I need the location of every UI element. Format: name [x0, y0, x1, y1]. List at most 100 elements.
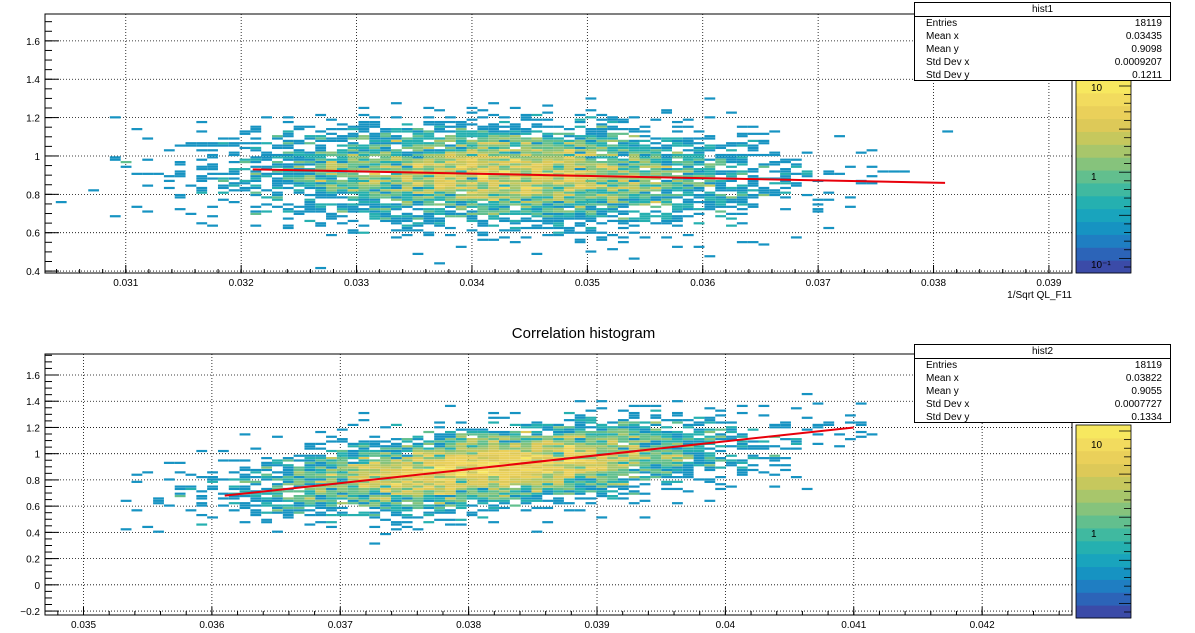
heatmap-bin — [380, 142, 391, 145]
heatmap-bin — [455, 132, 467, 135]
heatmap-bin — [380, 208, 391, 211]
heatmap-bin — [499, 499, 510, 502]
heatmap-bin — [272, 191, 283, 194]
heatmap-bin — [390, 165, 402, 168]
heatmap-bin — [834, 172, 845, 175]
heatmap-bin — [553, 478, 564, 481]
heatmap-bin — [520, 151, 532, 154]
heatmap-bin — [715, 179, 727, 183]
heatmap-bin — [499, 459, 510, 462]
heatmap-bin — [607, 184, 618, 187]
fit-line — [252, 168, 946, 184]
y-tick-label: 0.4 — [26, 267, 40, 278]
heatmap-bin — [412, 490, 424, 493]
heatmap-bin — [596, 400, 608, 403]
heatmap-bin — [628, 116, 640, 119]
heatmap-bin — [293, 212, 305, 215]
heatmap-bin — [574, 163, 586, 166]
heatmap-bin — [585, 137, 597, 140]
heatmap-bin — [272, 478, 283, 481]
heatmap-bin — [585, 449, 597, 453]
heatmap-bin — [250, 471, 262, 474]
heatmap-bin — [769, 457, 781, 460]
heatmap-bin — [434, 139, 445, 142]
heatmap-bin — [423, 478, 435, 481]
heatmap-bin — [434, 196, 445, 199]
heatmap-bin — [412, 459, 424, 462]
heatmap-bin — [423, 449, 435, 453]
heatmap-bin — [466, 106, 478, 110]
heatmap-bin — [444, 189, 456, 192]
heatmap-bin — [617, 487, 629, 491]
heatmap-bin — [336, 513, 348, 517]
heatmap-bin — [217, 172, 229, 175]
heatmap-bin — [401, 205, 413, 208]
heatmap-bin — [250, 146, 262, 150]
heatmap-bin — [239, 168, 251, 171]
heatmap-bin — [596, 212, 608, 215]
heatmap-bin — [455, 177, 467, 180]
heatmap-bin — [390, 506, 402, 510]
heatmap-bin — [693, 142, 705, 145]
heatmap-bin — [369, 445, 381, 448]
heatmap-bin — [380, 205, 391, 208]
heatmap-bin — [466, 438, 478, 441]
heatmap-bin — [423, 490, 435, 493]
heatmap-bin — [358, 160, 370, 164]
heatmap-bin — [607, 468, 618, 472]
heatmap-bin — [531, 153, 543, 157]
heatmap-bin — [617, 139, 629, 142]
heatmap-bin — [553, 447, 564, 450]
heatmap-bin — [520, 445, 532, 448]
heatmap-bin — [326, 184, 337, 187]
heatmap-bin — [639, 212, 651, 215]
heatmap-bin — [758, 163, 770, 166]
heatmap-bin — [315, 447, 327, 450]
heatmap-bin — [390, 528, 402, 531]
heatmap-bin — [423, 497, 435, 500]
heatmap-bin — [574, 442, 586, 445]
heatmap-bin — [563, 442, 575, 445]
heatmap-bin — [563, 430, 575, 434]
heatmap-bin — [326, 168, 337, 171]
heatmap-bin — [347, 132, 359, 135]
heatmap-bin — [574, 165, 586, 168]
heatmap-bin — [596, 466, 608, 469]
heatmap-bin — [412, 497, 424, 500]
heatmap-bin — [747, 149, 759, 152]
heatmap-bin — [726, 426, 737, 429]
heatmap-bin — [509, 179, 521, 183]
heatmap-bin — [628, 144, 640, 147]
heatmap-bin — [390, 513, 402, 517]
heatmap-bin — [574, 473, 586, 476]
heatmap-bin — [423, 120, 435, 124]
heatmap-bin — [585, 186, 597, 190]
heatmap-bin — [444, 464, 456, 467]
heatmap-bin — [326, 504, 337, 507]
heatmap-bin — [261, 473, 273, 476]
heatmap-bin — [423, 511, 435, 514]
heatmap-bin — [682, 490, 694, 493]
heatmap-bin — [585, 135, 597, 138]
heatmap-bin — [315, 139, 327, 142]
heatmap-bin — [607, 153, 618, 157]
heatmap-bin — [553, 461, 564, 464]
heatmap-bin — [509, 212, 521, 215]
heatmap-bin — [574, 186, 586, 190]
heatmap-bin — [607, 201, 618, 204]
heatmap-bin — [282, 516, 294, 519]
heatmap-bin — [477, 440, 489, 443]
heatmap-bin — [488, 433, 500, 436]
heatmap-bin — [282, 132, 294, 135]
heatmap-bin — [434, 149, 445, 152]
heatmap-bin — [390, 186, 402, 190]
heatmap-bin — [282, 210, 294, 213]
heatmap-bin — [444, 182, 456, 185]
heatmap-bin — [444, 480, 456, 483]
heatmap-bin — [520, 128, 532, 131]
heatmap-bin — [488, 137, 500, 140]
stats-label: Entries — [926, 360, 958, 371]
heatmap-bin — [563, 160, 575, 164]
